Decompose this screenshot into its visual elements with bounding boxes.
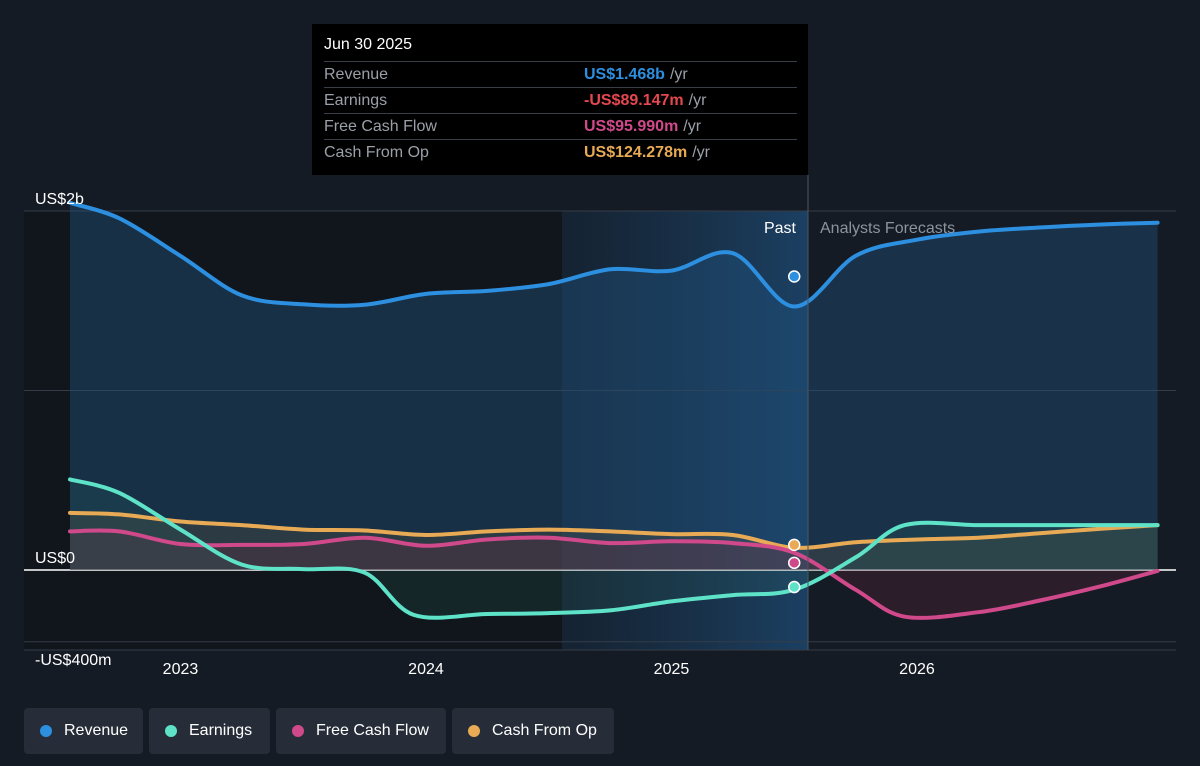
- tooltip-row-earnings: Earnings -US$89.147m /yr: [324, 87, 797, 113]
- tooltip-value: US$95.990m: [584, 117, 679, 135]
- tooltip-row-cash-from-op: Cash From Op US$124.278m /yr: [324, 139, 797, 165]
- tooltip-row-free-cash-flow: Free Cash Flow US$95.990m /yr: [324, 113, 797, 139]
- past-label: Past: [764, 220, 797, 237]
- cash-from-op-line: [68, 510, 1160, 550]
- free-cash-flow-line: [68, 528, 1160, 620]
- y-tick-label: US$0: [35, 550, 75, 567]
- free-cash-flow-area: [70, 530, 1158, 618]
- cash-from-op-marker: [787, 538, 801, 552]
- earnings-marker: [787, 580, 801, 594]
- tooltip-row-revenue: Revenue US$1.468b /yr: [324, 61, 797, 87]
- earnings-line: [68, 477, 1160, 620]
- tooltip-value: US$124.278m: [584, 143, 688, 161]
- free-cash-flow-dot-icon: [292, 725, 304, 737]
- tooltip-label: Cash From Op: [324, 143, 429, 161]
- tooltip-label: Earnings: [324, 91, 388, 109]
- tooltip-unit: /yr: [688, 91, 707, 109]
- legend-item-free-cash-flow[interactable]: Free Cash Flow: [276, 708, 446, 754]
- x-tick-label: 2026: [899, 661, 935, 678]
- legend-label: Free Cash Flow: [316, 722, 429, 739]
- x-tick-label: 2024: [408, 661, 444, 678]
- revenue-area: [70, 202, 1158, 570]
- tooltip-value: US$1.468b: [584, 65, 665, 83]
- revenue-marker: [787, 270, 801, 283]
- legend-label: Revenue: [64, 722, 129, 739]
- legend-item-cash-from-op[interactable]: Cash From Op: [452, 708, 614, 754]
- legend-label: Cash From Op: [492, 722, 597, 739]
- cash-from-op-dot-icon: [468, 725, 480, 737]
- earnings-area: [70, 479, 1158, 618]
- y-tick-label: -US$400m: [35, 652, 111, 669]
- tooltip: Jun 30 2025 Revenue US$1.468b /yr Earnin…: [312, 24, 808, 175]
- revenue-line: [68, 200, 1160, 309]
- revenue-dot-icon: [40, 725, 52, 737]
- tooltip-unit: /yr: [692, 143, 710, 161]
- legend-label: Earnings: [189, 722, 253, 739]
- x-tick-label: 2023: [163, 661, 199, 678]
- tooltip-value: -US$89.147m: [584, 91, 684, 109]
- legend-item-revenue[interactable]: Revenue: [24, 708, 143, 754]
- earnings-dot-icon: [165, 725, 177, 737]
- legend-item-earnings[interactable]: Earnings: [149, 708, 270, 754]
- tooltip-unit: /yr: [683, 117, 702, 135]
- tooltip-label: Revenue: [324, 65, 389, 83]
- tooltip-date: Jun 30 2025: [324, 36, 413, 53]
- y-tick-label: US$2b: [35, 191, 84, 208]
- tooltip-unit: /yr: [669, 65, 688, 83]
- free-cash-flow-marker: [787, 556, 801, 570]
- forecast-label: Analysts Forecasts: [820, 220, 955, 237]
- tooltip-label: Free Cash Flow: [324, 117, 437, 135]
- x-tick-label: 2025: [654, 661, 690, 678]
